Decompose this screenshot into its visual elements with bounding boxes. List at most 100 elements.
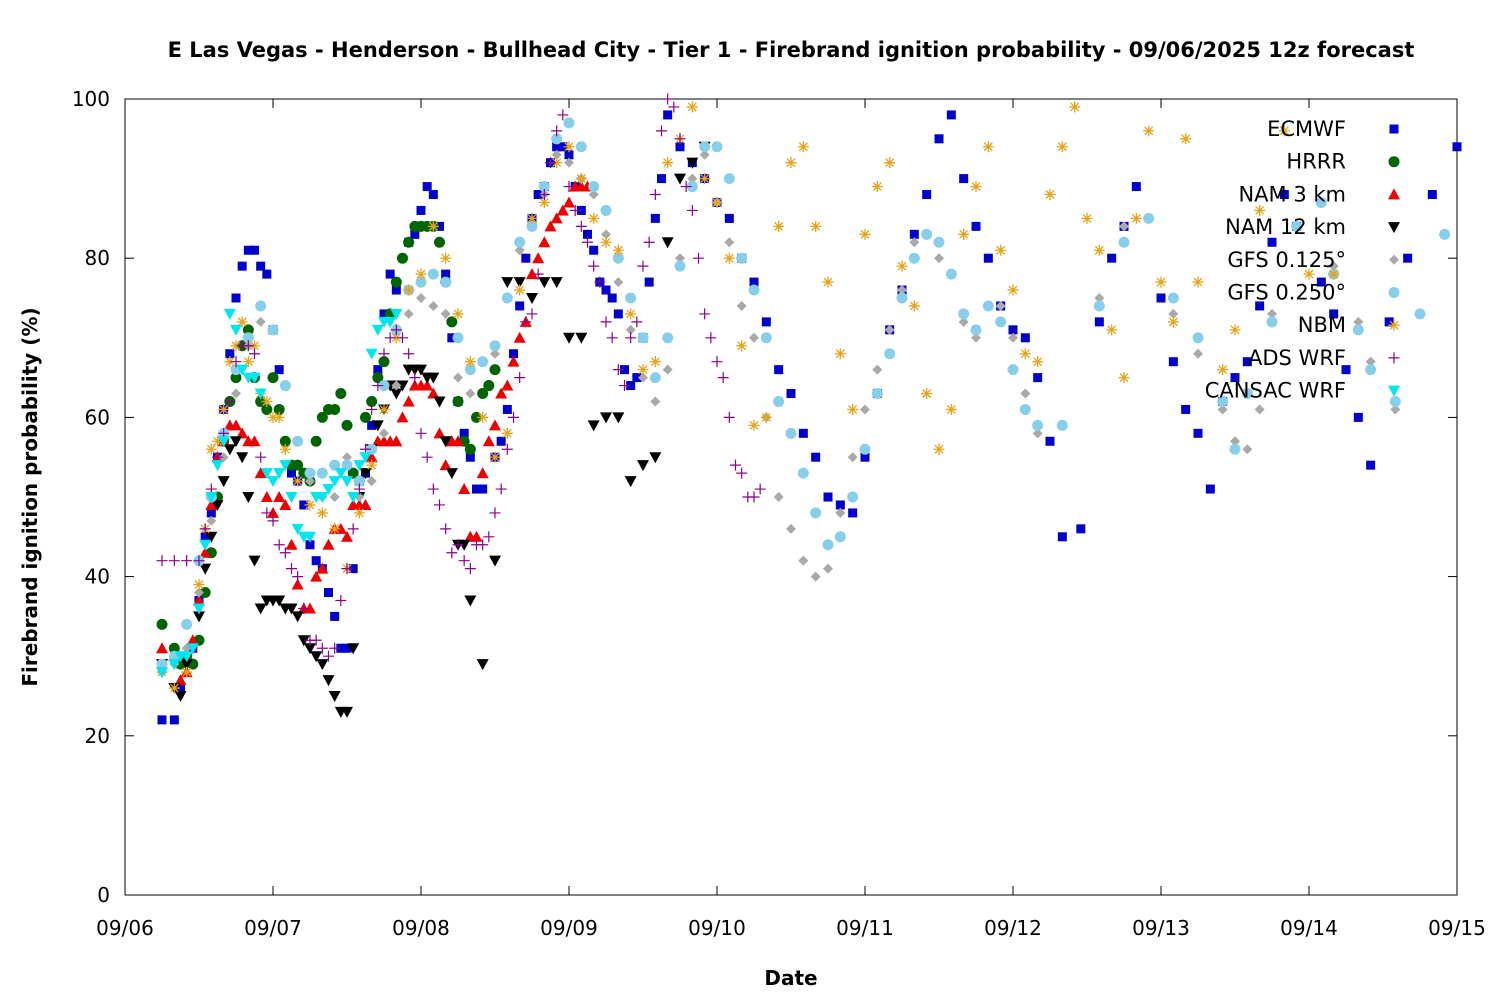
data-point	[292, 435, 304, 447]
data-point	[199, 523, 211, 535]
data-point	[705, 332, 717, 344]
data-point	[341, 706, 353, 718]
data-point	[514, 236, 526, 248]
data-point	[336, 643, 346, 653]
data-point	[465, 452, 475, 462]
data-point	[390, 276, 402, 288]
data-point	[859, 228, 871, 240]
data-point	[847, 491, 859, 503]
data-point	[675, 253, 685, 264]
y-axis: 0 20 40 60 80 100	[72, 87, 1457, 907]
data-point	[884, 157, 896, 169]
data-point	[273, 411, 285, 423]
data-point	[600, 412, 612, 424]
data-point	[1180, 133, 1192, 145]
data-point	[427, 372, 440, 384]
data-point	[520, 316, 532, 328]
data-point	[156, 667, 168, 679]
data-point	[157, 715, 167, 725]
data-point	[526, 212, 538, 224]
data-point	[748, 284, 760, 296]
data-point	[298, 602, 310, 614]
data-point	[476, 467, 489, 479]
data-point	[341, 530, 353, 542]
data-point	[1008, 332, 1018, 343]
data-point	[156, 555, 168, 567]
data-point	[773, 220, 785, 232]
data-point	[323, 650, 334, 662]
data-point	[934, 253, 944, 264]
x-tick-label: 09/14	[1280, 916, 1338, 940]
data-point	[575, 141, 587, 153]
data-point	[736, 467, 748, 479]
data-point	[834, 531, 846, 543]
data-point	[156, 642, 168, 654]
data-point	[538, 236, 551, 248]
data-point	[262, 269, 272, 279]
data-point	[218, 403, 230, 415]
data-point	[384, 316, 397, 328]
data-point	[348, 564, 358, 574]
data-point	[433, 427, 446, 439]
legend-marker	[1389, 124, 1399, 134]
data-point	[1365, 364, 1377, 376]
data-point	[1181, 404, 1191, 414]
data-point	[274, 365, 284, 375]
data-point	[1291, 220, 1303, 232]
data-point	[186, 634, 199, 646]
data-point	[632, 373, 642, 383]
data-point	[446, 316, 458, 328]
data-point	[662, 93, 674, 105]
data-point	[194, 587, 204, 598]
data-point	[427, 220, 439, 232]
data-point	[983, 253, 993, 263]
x-axis: 09/06 09/07 09/08 09/09 09/10 09/11 09/12 09/13…	[96, 99, 1486, 940]
data-point	[526, 308, 538, 320]
data-point	[180, 651, 193, 663]
data-point	[600, 236, 612, 248]
data-point	[1168, 357, 1178, 367]
legend-label: ADS WRF	[1248, 346, 1346, 370]
data-point	[1045, 436, 1055, 446]
data-point	[1414, 308, 1426, 320]
data-point	[501, 277, 514, 289]
data-point	[551, 149, 562, 160]
data-point	[470, 530, 483, 542]
series-cansac-wrf	[156, 308, 403, 679]
data-point	[482, 435, 495, 447]
data-point	[563, 117, 575, 129]
data-point	[254, 603, 267, 615]
plot-border	[124, 98, 1458, 896]
data-point	[371, 324, 384, 336]
data-point	[711, 196, 723, 208]
data-point	[248, 555, 261, 567]
data-point	[612, 364, 624, 376]
data-point	[371, 420, 384, 432]
data-point	[693, 252, 704, 264]
data-point	[390, 324, 402, 336]
data-point	[330, 611, 340, 621]
legend-marker	[1388, 222, 1400, 234]
data-point	[477, 356, 489, 368]
data-point	[316, 467, 328, 479]
data-point	[248, 435, 261, 447]
data-point	[1341, 365, 1351, 375]
data-point	[242, 492, 255, 503]
data-point	[366, 476, 377, 487]
data-point	[193, 579, 205, 591]
data-point	[699, 141, 711, 153]
data-point	[341, 476, 353, 488]
data-point	[292, 459, 304, 471]
data-point	[174, 674, 187, 686]
data-point	[441, 269, 451, 279]
data-point	[699, 308, 711, 320]
data-point	[1242, 357, 1252, 367]
data-point	[749, 332, 759, 343]
data-point	[489, 507, 501, 519]
data-point	[347, 643, 360, 655]
data-point	[384, 332, 396, 344]
data-point	[724, 213, 734, 223]
data-point	[521, 253, 531, 263]
y-tick-label: 40	[85, 565, 110, 589]
data-point	[267, 324, 279, 336]
